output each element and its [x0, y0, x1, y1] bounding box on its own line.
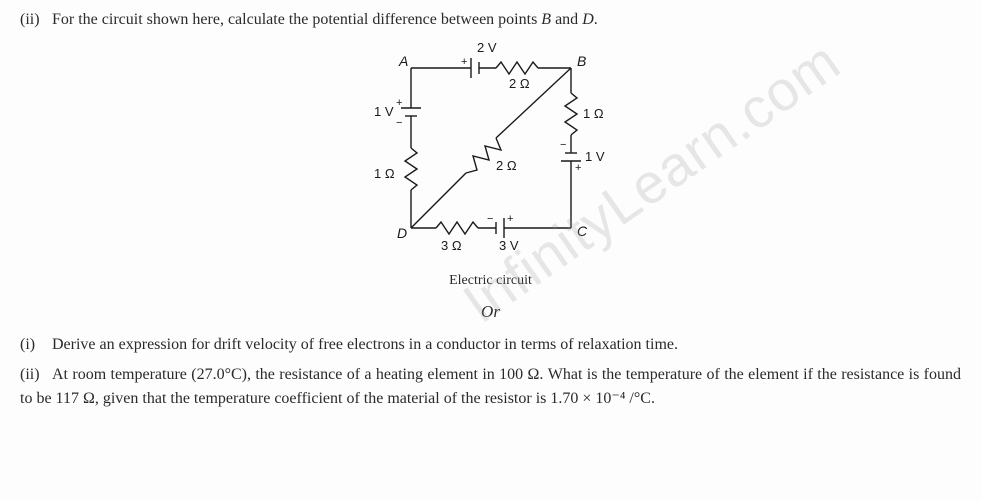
right-emf-label: 1 V — [585, 149, 605, 164]
bottom-res-label: 3 Ω — [441, 238, 462, 253]
q-text: Derive an expression for drift velocity … — [52, 336, 678, 353]
right-bat-plus: + — [575, 162, 581, 174]
node-B-label: B — [577, 53, 586, 69]
circuit-diagram: A B C D 2 V 2 Ω 1 Ω 1 V 1 V 1 Ω 2 Ω 3 Ω … — [331, 38, 651, 291]
question-i-bottom: (i)Derive an expression for drift veloci… — [20, 333, 961, 357]
top-bat-plus: + — [461, 56, 467, 68]
left-bat-plus: + — [396, 97, 402, 109]
q-num: (ii) — [20, 363, 52, 387]
circuit-caption: Electric circuit — [331, 270, 651, 291]
q-num: (i) — [20, 333, 52, 357]
circuit-svg: A B C D 2 V 2 Ω 1 Ω 1 V 1 V 1 Ω 2 Ω 3 Ω … — [341, 38, 641, 268]
right-res-label: 1 Ω — [583, 106, 604, 121]
question-ii-top: (ii)For the circuit shown here, calculat… — [20, 8, 961, 32]
node-D-label: D — [397, 225, 407, 241]
q-text: For the circuit shown here, calculate th… — [52, 11, 598, 28]
top-emf-label: 2 V — [477, 40, 497, 55]
diag-res-label: 2 Ω — [496, 158, 517, 173]
bottom-bat-plus: + — [507, 213, 513, 225]
q-text: At room temperature (27.0°C), the resist… — [20, 366, 961, 407]
right-bat-minus: − — [560, 139, 566, 151]
bottom-bat-minus: − — [487, 213, 493, 225]
or-separator: Or — [20, 299, 961, 325]
bottom-emf-label: 3 V — [499, 238, 519, 253]
top-res-label: 2 Ω — [509, 76, 530, 91]
node-C-label: C — [577, 223, 588, 239]
left-emf-label: 1 V — [374, 104, 394, 119]
q-num: (ii) — [20, 8, 52, 32]
node-A-label: A — [398, 53, 408, 69]
question-ii-bottom: (ii)At room temperature (27.0°C), the re… — [20, 363, 961, 411]
left-res-label: 1 Ω — [374, 166, 395, 181]
left-bat-minus: − — [396, 117, 402, 129]
